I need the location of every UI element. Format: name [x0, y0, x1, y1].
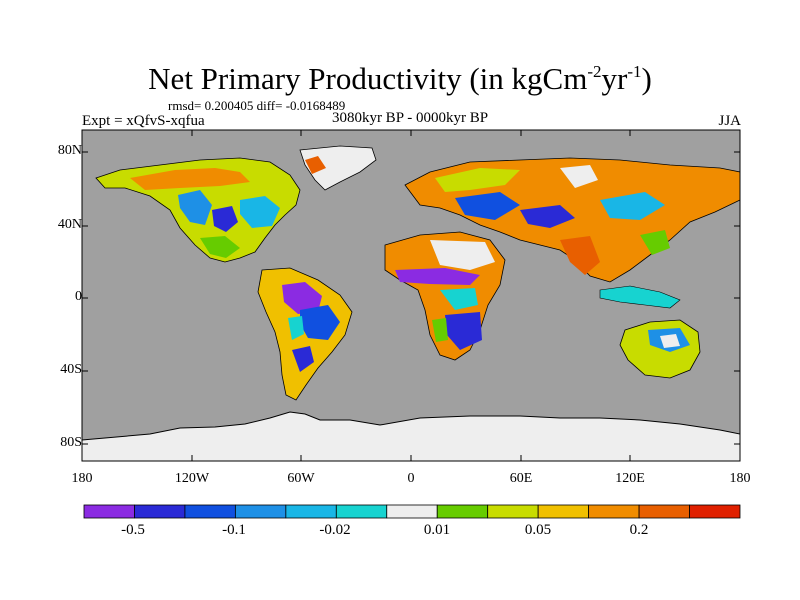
south-america [257, 267, 353, 401]
season-label: JJA [718, 113, 741, 129]
na-blue-west [178, 190, 212, 225]
eurasia [404, 157, 741, 283]
eurasia-white-north [560, 165, 598, 188]
chart-title: Net Primary Productivity (in kgCm-2yr-1) [148, 61, 652, 96]
lon-label-120e: 120E [615, 471, 645, 486]
australia-white [660, 334, 680, 348]
lat-label-40n: 40N [57, 217, 82, 232]
colorbar-swatch [537, 504, 590, 519]
africa-cyan-center [440, 288, 478, 310]
colorbar [83, 504, 741, 519]
experiment-label: Expt = xQfvS-xqfua [82, 113, 205, 129]
sa-cyan [288, 316, 304, 340]
lon-label-180e: 180 [729, 471, 751, 486]
colorbar-label: -0.5 [121, 522, 145, 538]
eurasia-cyan [600, 192, 665, 220]
map-panel [81, 129, 741, 462]
na-cyan-east [240, 196, 280, 228]
colorbar-swatch [588, 504, 640, 519]
axis-ticks [82, 130, 740, 461]
lon-label-0: 0 [407, 471, 415, 486]
africa-purple-south [445, 312, 482, 350]
colorbar-swatch [436, 504, 489, 519]
colorbar-label: -0.1 [222, 522, 246, 538]
colorbar-swatch [234, 504, 287, 519]
lat-label-80s: 80S [60, 435, 82, 450]
period-label: 3080kyr BP - 0000kyr BP [331, 110, 489, 126]
colorbar-label: 0.01 [423, 522, 451, 538]
antarctica-ice [81, 411, 741, 462]
greenland-ice [299, 145, 377, 191]
eurasia-green-east [640, 230, 670, 255]
na-blue-center [212, 206, 238, 232]
lat-label-40s: 40S [60, 362, 82, 377]
africa-purple-band [395, 268, 480, 285]
sa-blue [300, 305, 340, 340]
colorbar-swatch [285, 504, 337, 519]
colorbar-swatch [134, 504, 186, 519]
colorbar-swatch [335, 504, 388, 519]
colorbar-swatch [689, 504, 741, 519]
eurasia-yellow [435, 168, 520, 192]
colorbar-swatch [386, 504, 438, 519]
lat-label-80n: 80N [57, 143, 82, 158]
lat-label-0: 0 [75, 289, 82, 304]
colorbar-label: -0.02 [319, 522, 351, 538]
colorbar-label: 0.05 [524, 522, 552, 538]
eurasia-purple [520, 205, 575, 228]
africa-white-sahara [430, 240, 495, 270]
eurasia-orange-south [560, 236, 600, 275]
sa-blue-south [292, 346, 314, 372]
na-green-south [200, 236, 240, 258]
lon-label-120w: 120W [174, 471, 210, 486]
lon-label-180w: 180 [71, 471, 93, 486]
lon-label-60e: 60E [509, 471, 533, 486]
sa-purple [282, 282, 322, 314]
colorbar-swatch [83, 504, 135, 519]
colorbar-label: 0.2 [629, 522, 649, 538]
se-asia-islands [599, 285, 681, 309]
colorbar-swatch [184, 504, 236, 519]
colorbar-swatch [487, 504, 539, 519]
eurasia-blue-west [455, 192, 520, 220]
lon-label-60w: 60W [287, 471, 315, 486]
greenland-edge [305, 156, 326, 174]
rmsd-diff-stats: rmsd= 0.200405 diff= -0.0168489 [168, 98, 346, 113]
africa-green-sw [432, 318, 448, 342]
na-orange-band [130, 168, 250, 190]
colorbar-swatch [638, 504, 690, 519]
